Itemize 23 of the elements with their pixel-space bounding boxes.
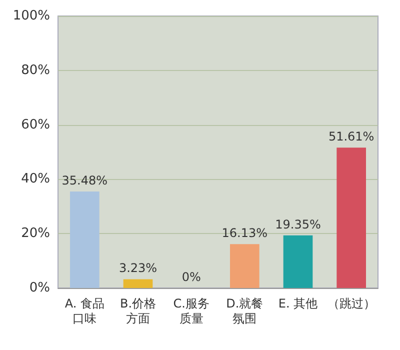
y-tick-label: 20% [21, 226, 50, 242]
x-tick-label: B.价格方面 [120, 296, 156, 326]
data-label: 0% [182, 270, 201, 284]
data-label: 35.48% [62, 173, 108, 188]
y-tick-label: 0% [29, 280, 50, 296]
data-label: 51.61% [328, 130, 374, 144]
data-label: 16.13% [222, 226, 268, 240]
data-label: 19.35% [275, 217, 321, 232]
bar [283, 235, 313, 288]
bar [70, 191, 100, 288]
bar [336, 148, 366, 288]
x-tick-label: E. 其他 [278, 296, 318, 310]
y-tick-label: 60% [21, 117, 50, 132]
y-tick-label: 100% [12, 8, 50, 24]
x-tick-label: A. 食品口味 [64, 296, 104, 326]
bar [123, 279, 153, 288]
x-tick-label: C.服务质量 [173, 296, 210, 326]
data-label: 3.23% [118, 261, 158, 276]
bar [230, 244, 260, 288]
y-tick-label: 80% [21, 62, 50, 78]
x-tick-label: D.就餐氛围 [226, 296, 264, 326]
x-tick-label: （跳过） [327, 296, 376, 310]
y-tick-label: 40% [21, 172, 50, 187]
